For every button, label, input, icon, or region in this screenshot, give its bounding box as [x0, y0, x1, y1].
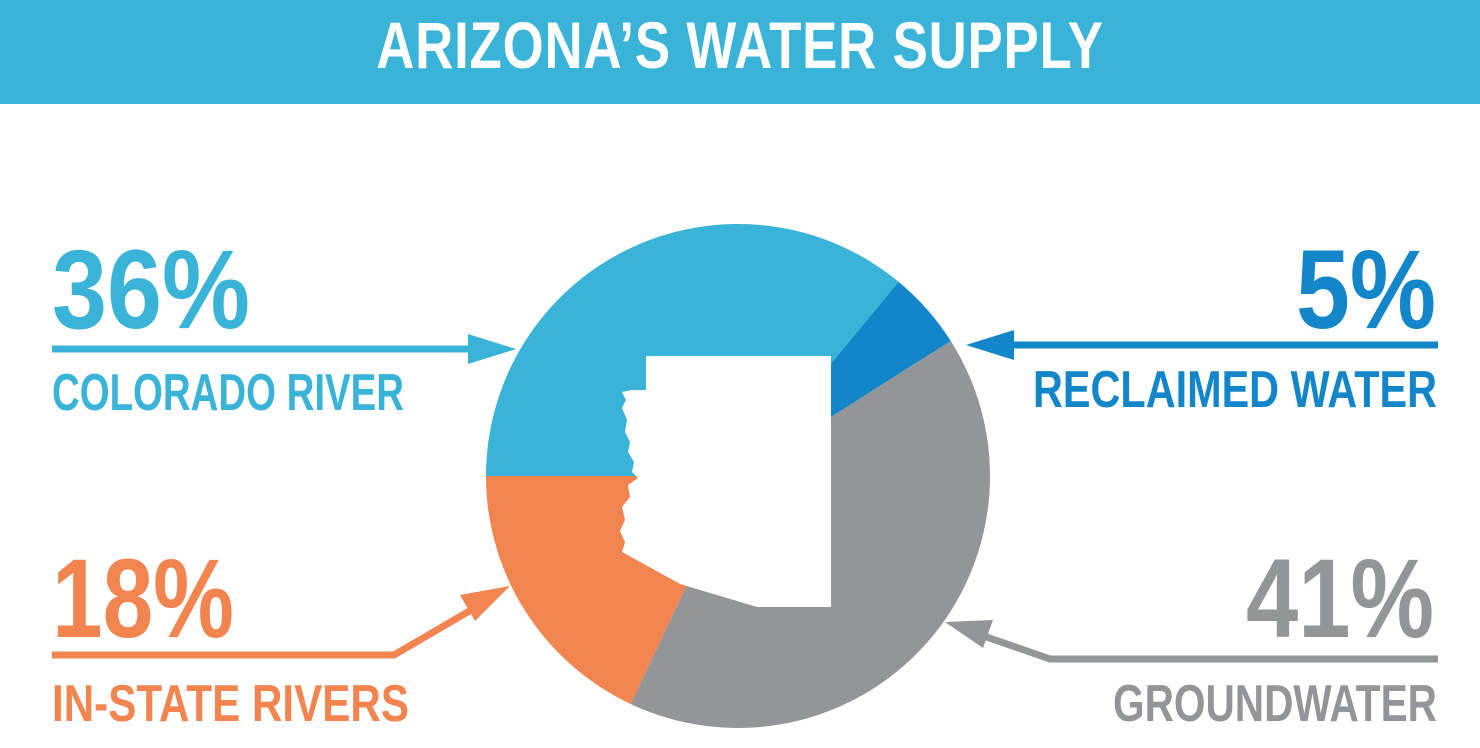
- in-state-rivers-label: IN-STATE RIVERS: [52, 675, 409, 733]
- reclaimed-water-arrowhead: [966, 330, 1014, 360]
- reclaimed-water-label: RECLAIMED WATER: [1033, 361, 1437, 419]
- title-bar: [0, 0, 1480, 104]
- groundwater-percent: 41%: [1246, 536, 1434, 661]
- colorado-river-label: COLORADO RIVER: [52, 364, 404, 422]
- callout-colorado-river: 36% COLORADO RIVER: [52, 227, 516, 422]
- in-state-rivers-percent: 18%: [52, 536, 234, 661]
- page-title: ARIZONA’S WATER SUPPLY: [376, 8, 1104, 82]
- callout-in-state-rivers: 18% IN-STATE RIVERS: [52, 536, 510, 733]
- callout-groundwater: 41% GROUNDWATER: [945, 536, 1438, 733]
- pie-slice-colorado-river: [486, 223, 899, 476]
- arizona-state-icon: [620, 356, 831, 607]
- groundwater-label: GROUNDWATER: [1113, 675, 1437, 733]
- reclaimed-water-percent: 5%: [1296, 227, 1436, 352]
- in-state-rivers-arrowhead: [460, 586, 510, 621]
- pie-callouts: 36% COLORADO RIVER 5% RECLAIMED WATER 18…: [52, 227, 1438, 733]
- callout-reclaimed-water: 5% RECLAIMED WATER: [966, 227, 1438, 419]
- colorado-river-percent: 36%: [52, 227, 250, 352]
- groundwater-arrow-line: [970, 628, 1438, 663]
- in-state-rivers-arrow-line: [52, 602, 480, 659]
- colorado-river-arrowhead: [468, 334, 516, 364]
- groundwater-arrowhead: [945, 620, 993, 648]
